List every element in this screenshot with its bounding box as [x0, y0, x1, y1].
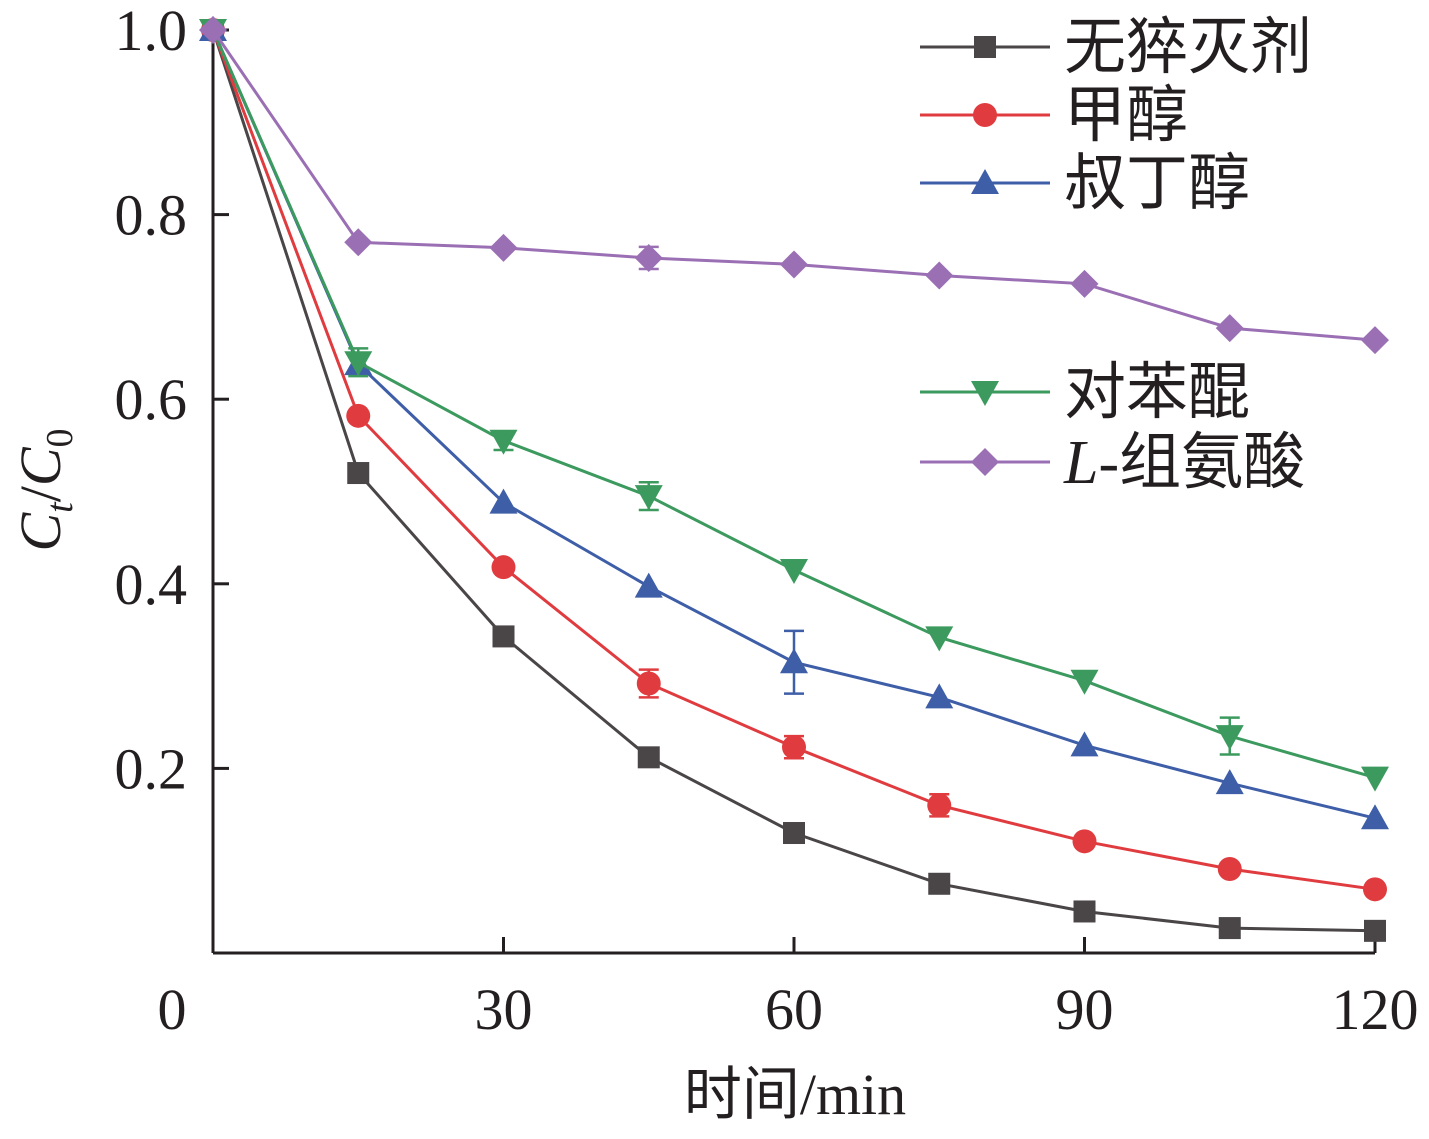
series-2 [199, 16, 1389, 830]
x-axis-title: 时间/min [684, 1062, 906, 1127]
data-point [1070, 731, 1099, 757]
data-point [782, 735, 806, 760]
data-point [1361, 326, 1389, 355]
data-point [492, 625, 515, 648]
data-point [489, 488, 518, 514]
data-point [637, 746, 660, 769]
data-point [928, 872, 951, 895]
y-tick-label: 0.2 [115, 736, 188, 801]
data-point [783, 822, 805, 845]
y-axis-title: Ct/C0 [8, 428, 81, 551]
data-point [1361, 766, 1389, 792]
series-layer [199, 16, 1389, 942]
x-tick-label: 0 [158, 977, 187, 1042]
data-point [634, 572, 663, 598]
data-point [780, 558, 808, 584]
data-point [1070, 669, 1099, 695]
data-point [634, 243, 663, 272]
x-tick-label: 120 [1332, 977, 1419, 1042]
x-tick-label: 60 [765, 977, 823, 1042]
legend-label-histidine: L-组氨酸 [1063, 429, 1305, 497]
data-point [1218, 917, 1241, 940]
data-point [1215, 314, 1244, 343]
data-point [925, 261, 954, 290]
series-4 [199, 16, 1389, 355]
y-title-c0: C [8, 446, 73, 486]
legend-marker-diamond [971, 448, 999, 476]
legend-marker-triangle-up [971, 169, 999, 194]
legend: 无猝灭剂 甲醇 叔丁醇 对苯醌 L-组氨酸 [920, 14, 1312, 497]
data-point [489, 233, 518, 262]
data-point [1070, 269, 1099, 298]
data-point [636, 671, 661, 696]
data-point [927, 793, 952, 818]
data-point [634, 485, 663, 511]
y-tick-label: 0.6 [115, 367, 188, 432]
data-point [199, 16, 227, 44]
data-point [1363, 877, 1387, 902]
y-title-sub-t: t [39, 501, 81, 513]
legend-label-methanol: 甲醇 [1064, 82, 1188, 150]
data-point [489, 429, 518, 455]
legend-marker-triangle-down [971, 381, 999, 406]
legend-item-histidine: L-组氨酸 [920, 429, 1305, 497]
y-tick-label: 0.8 [115, 183, 188, 248]
legend-marker-circle [973, 103, 997, 127]
data-point [925, 683, 954, 709]
data-point [1215, 769, 1244, 795]
data-point [344, 228, 373, 257]
legend-marker-square [974, 36, 996, 58]
data-point [1217, 857, 1242, 882]
axes: 0 30 60 90 120 0.2 0.4 0.6 0.8 1.0 [115, 0, 1419, 1042]
series-0 [202, 19, 1386, 942]
data-point [1361, 804, 1389, 830]
legend-label-no-quencher: 无猝灭剂 [1064, 14, 1312, 82]
legend-item-bq: 对苯醌 [920, 359, 1250, 427]
data-point [346, 403, 371, 428]
legend-item-no-quencher: 无猝灭剂 [920, 14, 1312, 82]
legend-label-tba: 叔丁醇 [1064, 150, 1250, 218]
data-point [925, 626, 954, 652]
data-point [780, 250, 808, 279]
y-tick-label: 1.0 [115, 0, 188, 63]
legend-item-methanol: 甲醇 [920, 82, 1188, 150]
x-tick-label: 30 [475, 977, 533, 1042]
data-point [1364, 919, 1386, 942]
series-3 [199, 19, 1389, 792]
data-point [1215, 725, 1244, 751]
y-title-c: C [8, 512, 73, 552]
data-point [347, 462, 370, 485]
data-point [491, 555, 516, 580]
legend-label-histidine-l: L [1063, 429, 1098, 497]
y-title-slash: / [8, 485, 73, 502]
y-tick-label: 0.4 [115, 552, 188, 617]
data-point [344, 351, 373, 377]
data-point [780, 648, 808, 674]
x-tick-label: 90 [1056, 977, 1114, 1042]
legend-label-bq: 对苯醌 [1064, 359, 1250, 427]
data-point [1073, 900, 1096, 923]
legend-label-histidine-rest: -组氨酸 [1098, 429, 1305, 497]
y-title-sub-0: 0 [39, 428, 81, 447]
data-point [1072, 829, 1097, 854]
legend-item-tba: 叔丁醇 [920, 150, 1250, 218]
